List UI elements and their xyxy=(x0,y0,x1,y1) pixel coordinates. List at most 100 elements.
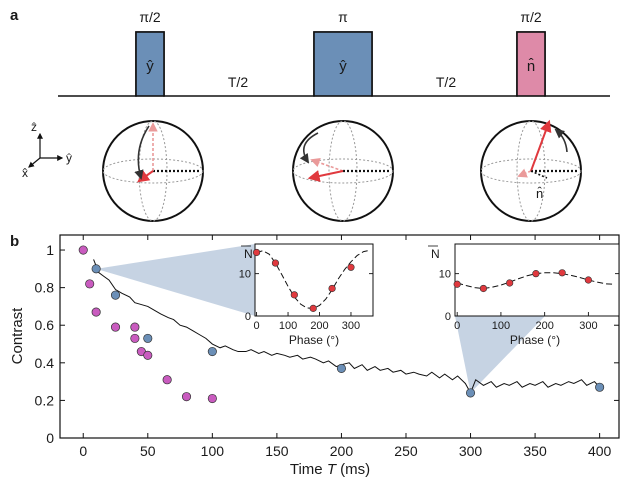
main-chart: 0 50 100 150 200 250 300 350 400 00.20.40.60.81 … xyxy=(9,234,620,478)
inset-x-tick-label: 100 xyxy=(279,320,297,332)
inset-right-ticks: 0 100 200 300 0 10 xyxy=(439,269,619,332)
inset-data-point xyxy=(290,291,298,299)
x-tick-label: 250 xyxy=(394,443,418,459)
pulse-3-axis: n̂ xyxy=(527,58,535,75)
y-tick-label: 0.6 xyxy=(35,317,55,333)
main-x-label: Time T (ms) xyxy=(290,461,370,478)
inset-right-connector xyxy=(455,316,545,393)
final-rotation-arc xyxy=(554,128,568,153)
x-tick-label: 100 xyxy=(201,443,225,459)
axis-y-label: ŷ xyxy=(66,151,72,165)
inset-left-y-label: N xyxy=(244,247,253,261)
inset-data-point xyxy=(309,304,317,312)
pulse-1 xyxy=(135,31,165,97)
inset-data-point xyxy=(558,269,566,277)
inset-data-point xyxy=(252,248,261,257)
data-point-series-2 xyxy=(143,333,153,343)
inset-x-tick-label: 100 xyxy=(492,320,510,332)
main-x-ticks: 0 50 100 150 200 250 300 350 400 xyxy=(79,235,612,459)
pulse-1-angle: π/2 xyxy=(139,9,161,25)
inset-right-x-label: Phase (°) xyxy=(510,333,560,347)
inset-right: 0 100 200 300 0 10 Phase (°) N xyxy=(428,243,620,347)
data-point-series-1 xyxy=(78,245,88,255)
dephased-spin-arrow xyxy=(310,158,344,172)
inset-y-tick-label: 0 xyxy=(445,311,451,323)
x-tick-label: 350 xyxy=(523,443,547,459)
bloch-sphere-3 xyxy=(480,119,582,222)
pulse-3 xyxy=(516,31,546,97)
inset-left-connector xyxy=(96,244,256,316)
inset-data-point xyxy=(453,280,461,288)
bloch-sphere-2 xyxy=(292,120,394,222)
inset-x-tick-label: 300 xyxy=(579,320,597,332)
inset-x-tick-label: 200 xyxy=(310,320,328,332)
x-tick-label: 400 xyxy=(588,443,612,459)
pulse-2 xyxy=(313,31,373,97)
data-point-series-2 xyxy=(595,382,605,392)
data-point-series-1 xyxy=(130,333,140,343)
panel-label-b: b xyxy=(10,233,19,250)
inset-left-ticks: 0 100 200 300 0 10 xyxy=(239,269,373,332)
data-point-series-1 xyxy=(207,393,217,404)
inset-x-tick-label: 0 xyxy=(254,320,260,332)
y-tick-label: 0 xyxy=(46,430,54,446)
bloch-sphere-1 xyxy=(102,120,204,222)
x-tick-label: 50 xyxy=(140,443,156,459)
contrast-trace xyxy=(93,259,601,395)
data-point-series-2 xyxy=(207,346,217,357)
inset-data-point xyxy=(328,284,336,293)
inset-data-point xyxy=(506,279,514,287)
n-axis-label: n̂ xyxy=(536,186,543,201)
axes-glyph xyxy=(28,132,64,168)
main-data-points xyxy=(78,245,605,404)
axis-z-label: ẑ xyxy=(31,120,37,134)
y-tick-label: 0.4 xyxy=(35,355,55,371)
data-point-series-2 xyxy=(336,363,346,374)
echo-rotation-arc xyxy=(299,132,319,164)
rotation-arc xyxy=(134,125,150,180)
inset-data-point xyxy=(271,259,280,267)
axis-x-label: x̂ xyxy=(22,166,28,180)
inset-left-points xyxy=(252,248,355,312)
inset-x-tick-label: 200 xyxy=(535,320,553,332)
pulse-2-axis: ŷ xyxy=(339,58,347,75)
main-y-label: Contrast xyxy=(9,307,26,365)
inset-right-frame xyxy=(454,243,620,317)
data-point-series-2 xyxy=(110,290,121,300)
refocused-spin-arrow xyxy=(307,170,344,182)
inset-left-frame xyxy=(254,243,374,317)
main-plot-frame xyxy=(59,234,620,439)
data-point-series-1 xyxy=(143,350,153,360)
n-axis-line xyxy=(530,170,548,179)
gap-2-label: T/2 xyxy=(436,74,456,90)
x-axis-arrow xyxy=(28,157,41,168)
x-tick-label: 0 xyxy=(79,443,87,459)
data-point-series-2 xyxy=(91,264,101,274)
data-point-series-1 xyxy=(162,375,172,385)
data-point-series-1 xyxy=(91,307,101,317)
y-tick-label: 0.8 xyxy=(35,280,55,296)
x-tick-label: 200 xyxy=(330,443,354,459)
inset-left: 0 100 200 300 0 10 Phase (°) N xyxy=(239,243,374,347)
inset-x-tick-label: 300 xyxy=(342,320,360,332)
x-tick-label: 150 xyxy=(265,443,289,459)
inset-y-tick-label: 10 xyxy=(439,269,451,281)
data-point-series-1 xyxy=(181,392,192,402)
inset-y-tick-label: 10 xyxy=(239,269,251,281)
y-tick-label: 0.2 xyxy=(35,392,55,408)
main-y-ticks: 0 0.2 0.4 0.6 0.8 1 xyxy=(35,242,619,446)
inset-data-point xyxy=(479,284,488,293)
inset-x-tick-label: 0 xyxy=(454,320,460,332)
final-spin-arrow xyxy=(530,119,552,172)
pre-pulse-spin-arrow xyxy=(517,168,532,178)
data-point-series-1 xyxy=(110,322,121,332)
data-point-series-1 xyxy=(85,279,95,289)
pulse-sequence: π/2 π π/2 ŷ ŷ n̂ T/2 T/2 xyxy=(58,9,610,97)
data-point-series-2 xyxy=(465,388,476,398)
inset-data-point xyxy=(347,263,355,271)
data-point-series-1 xyxy=(130,322,140,332)
inset-left-x-label: Phase (°) xyxy=(289,333,339,347)
pulse-2-angle: π xyxy=(338,9,348,25)
gap-1-label: T/2 xyxy=(228,74,248,90)
